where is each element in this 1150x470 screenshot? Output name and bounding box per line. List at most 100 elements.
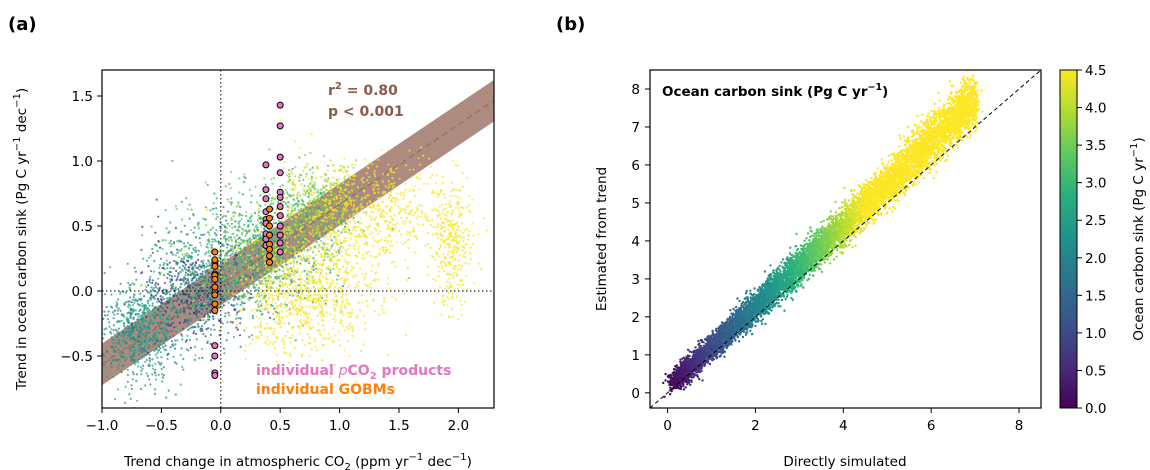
ensemble-point [177, 294, 181, 297]
ensemble-point [126, 334, 130, 337]
ensemble-point [191, 282, 194, 285]
ensemble-point [348, 303, 351, 306]
ensemble-point [287, 180, 290, 183]
ensemble-point [426, 242, 429, 246]
ensemble-point [332, 281, 335, 284]
ensemble-point [304, 285, 307, 288]
ensemble-point [191, 272, 194, 275]
ensemble-point [375, 180, 378, 183]
ensemble-point [271, 282, 274, 285]
ensemble-point [177, 297, 180, 300]
ensemble-point [144, 319, 147, 322]
ensemble-point [226, 321, 229, 324]
ensemble-point [464, 256, 467, 259]
ensemble-point [292, 264, 295, 267]
ensemble-point [329, 199, 332, 202]
ensemble-point [464, 261, 467, 264]
ensemble-point [185, 339, 188, 342]
ensemble-point [295, 294, 298, 298]
ensemble-point [321, 246, 324, 249]
ensemble-point [182, 261, 186, 264]
ensemble-point [313, 263, 316, 266]
ensemble-point [251, 276, 254, 279]
ensemble-point [233, 293, 236, 296]
ensemble-point [151, 308, 154, 311]
ensemble-point [296, 299, 299, 302]
ensemble-point [386, 241, 389, 245]
ensemble-point [340, 310, 343, 313]
ensemble-point [340, 306, 343, 309]
ensemble-point [119, 290, 122, 293]
ensemble-point [233, 236, 236, 239]
ensemble-point [220, 275, 223, 278]
ensemble-point [330, 247, 333, 250]
ensemble-point [333, 195, 336, 198]
ensemble-point [443, 213, 446, 216]
ensemble-point [145, 285, 148, 288]
ensemble-point [152, 339, 155, 342]
ensemble-point [339, 224, 342, 227]
ensemble-point [292, 325, 295, 329]
ensemble-point [169, 280, 172, 284]
ensemble-point [134, 338, 137, 341]
ensemble-point [457, 226, 460, 229]
ensemble-point [185, 299, 188, 302]
ensemble-point [398, 177, 401, 180]
ensemble-point [333, 363, 336, 366]
ensemble-point [210, 282, 213, 285]
ensemble-point [343, 157, 346, 161]
ensemble-point [163, 261, 166, 265]
ensemble-point [303, 206, 306, 209]
ensemble-point [177, 310, 180, 313]
ensemble-point [292, 281, 295, 284]
ensemble-point [308, 321, 311, 324]
ensemble-point [286, 232, 289, 235]
ensemble-point [251, 278, 254, 281]
ensemble-point [194, 287, 197, 291]
ensemble-point [381, 308, 384, 311]
ensemble-point [381, 180, 384, 183]
ensemble-point [391, 244, 394, 247]
ensemble-point [446, 211, 449, 214]
ensemble-point [404, 189, 407, 192]
ensemble-point [200, 260, 203, 263]
ensemble-point [293, 347, 297, 350]
ensemble-point [163, 331, 166, 334]
ensemble-point [201, 270, 204, 273]
ensemble-point [324, 234, 327, 237]
ensemble-point [263, 271, 266, 274]
ensemble-point [298, 325, 301, 328]
ensemble-point [320, 253, 323, 256]
ensemble-point [331, 327, 334, 330]
ensemble-point [269, 293, 272, 296]
ensemble-point [202, 281, 205, 284]
ensemble-point [190, 296, 193, 299]
ensemble-point [105, 327, 108, 330]
ensemble-point [153, 313, 156, 316]
ensemble-point [294, 187, 297, 190]
ensemble-point [377, 184, 380, 187]
ensemble-point [86, 345, 88, 347]
ensemble-point [199, 274, 202, 277]
ensemble-point [236, 303, 239, 306]
ensemble-point [302, 284, 305, 287]
ensemble-point [144, 345, 147, 348]
ensemble-point [156, 249, 159, 253]
ensemble-point [282, 260, 285, 263]
ensemble-point [204, 272, 207, 275]
ensemble-point [209, 255, 212, 258]
ensemble-point [181, 269, 184, 272]
ensemble-point [97, 301, 99, 303]
ensemble-point [306, 248, 309, 252]
ensemble-point [133, 266, 136, 269]
ensemble-point [325, 223, 328, 226]
ensemble-point [345, 211, 348, 214]
ensemble-point [458, 215, 461, 218]
ensemble-point [318, 328, 321, 332]
ensemble-point [314, 345, 317, 348]
ensemble-point [346, 301, 349, 304]
ensemble-point [114, 328, 118, 331]
ensemble-point [346, 220, 349, 223]
ensemble-point [272, 318, 275, 321]
ensemble-point [119, 309, 122, 312]
